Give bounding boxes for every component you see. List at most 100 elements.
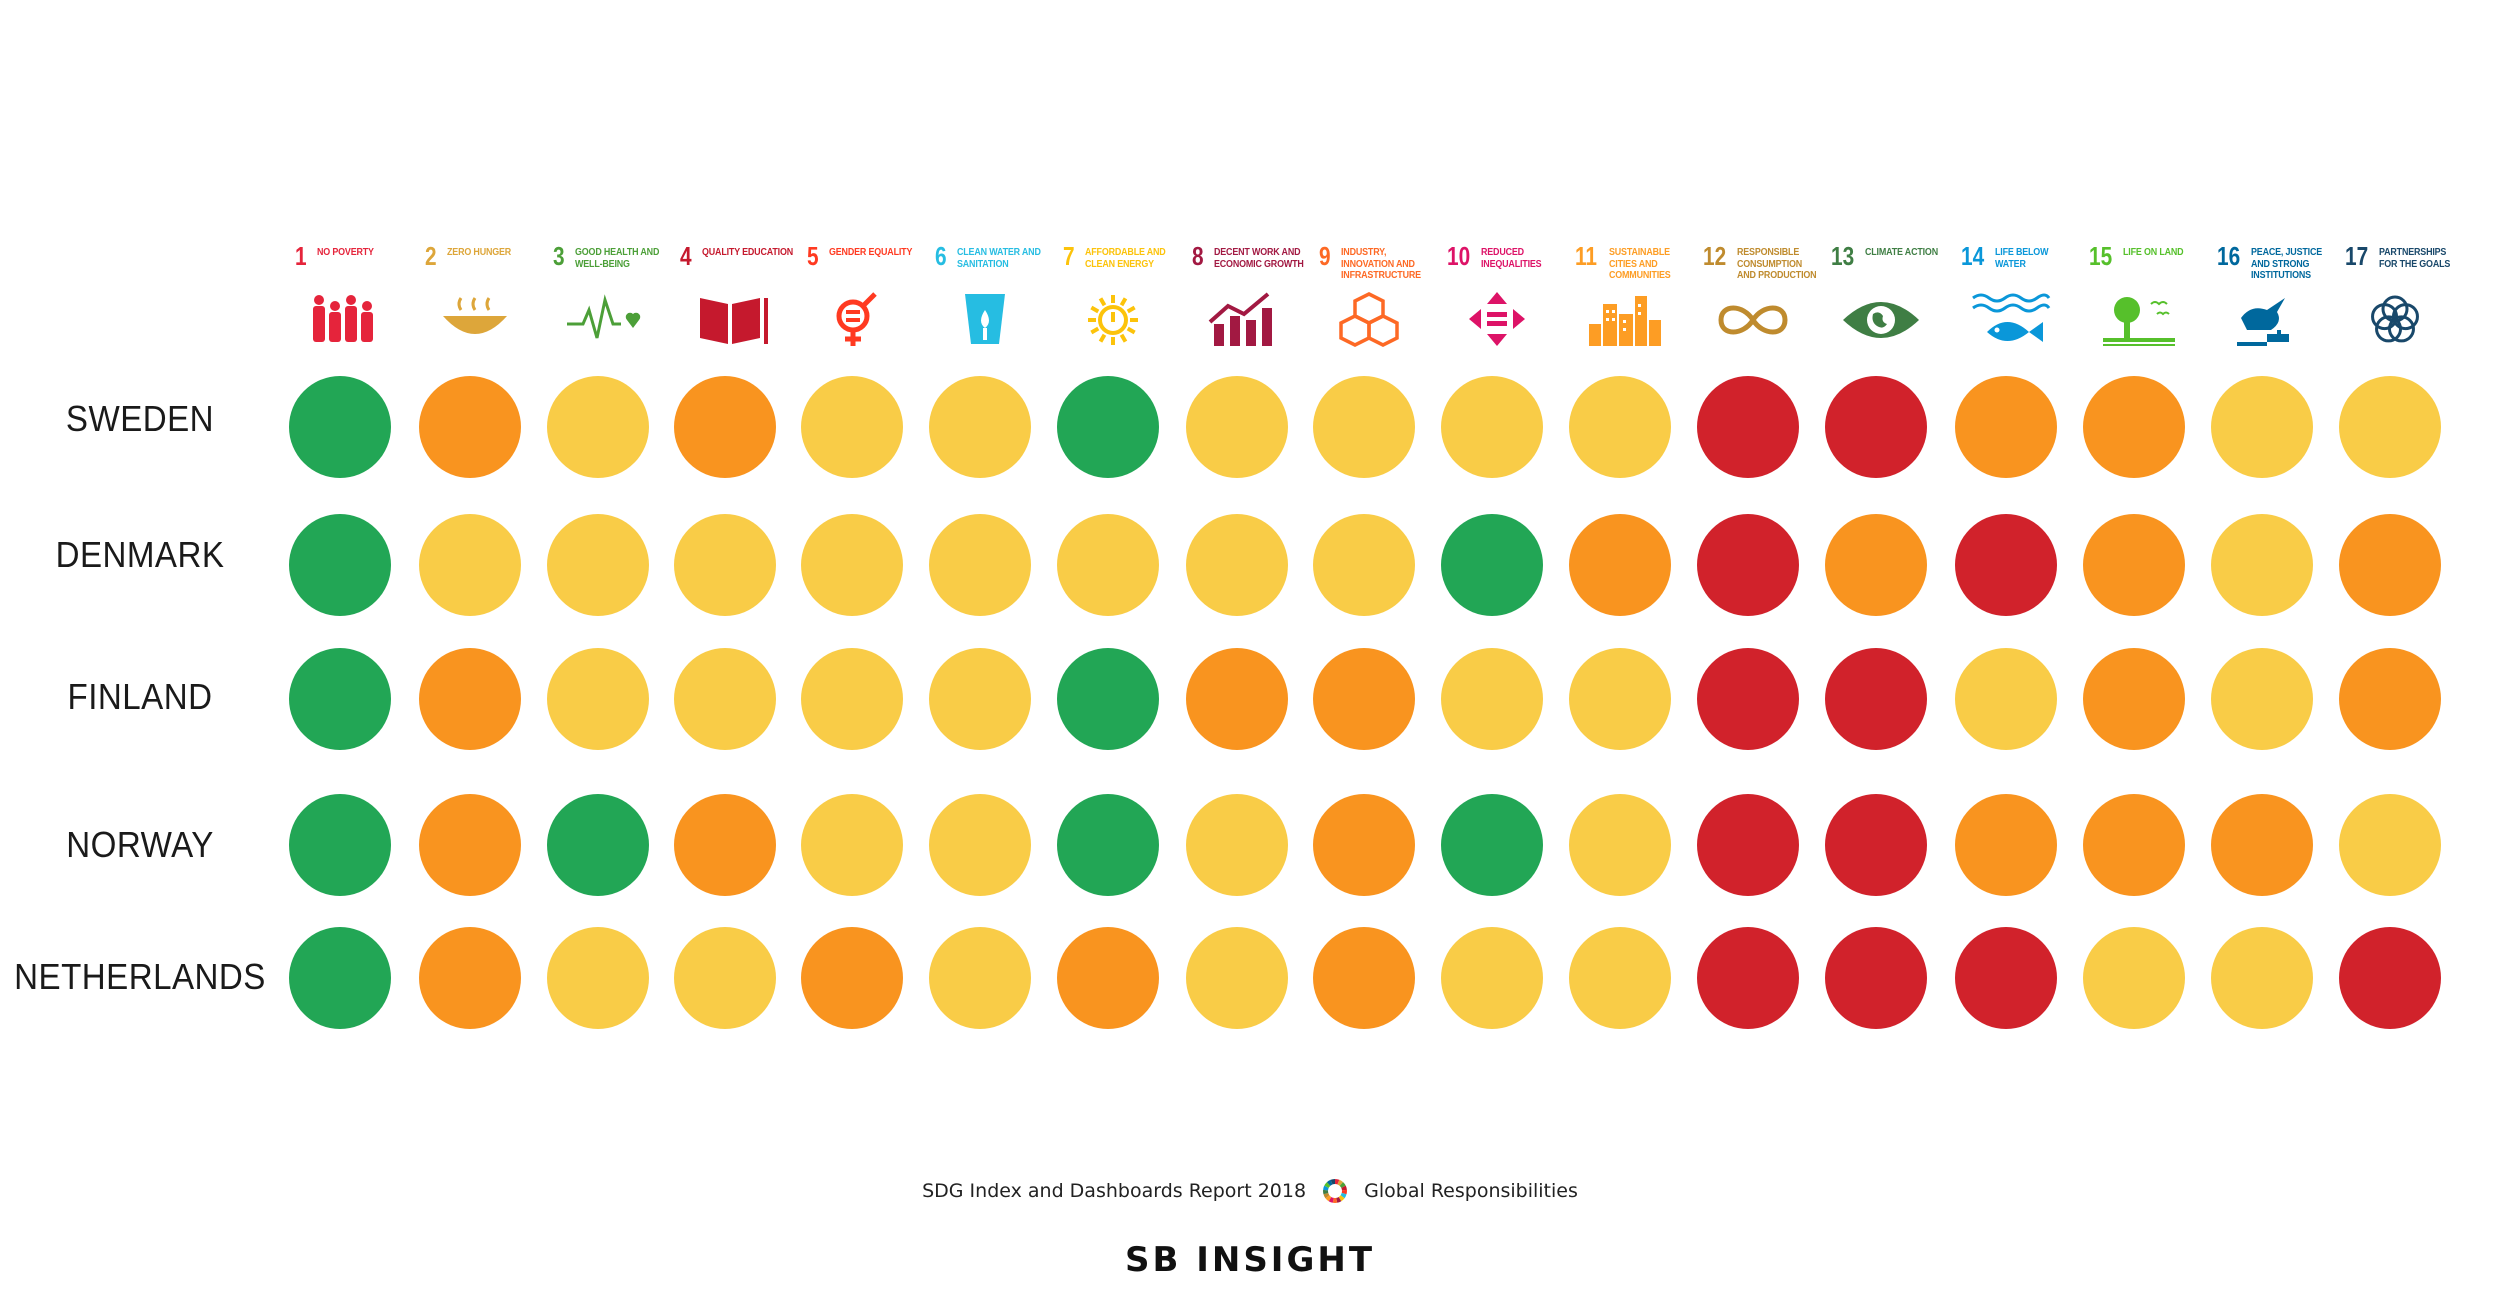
status-dot-norway-goal-16 — [2211, 794, 2313, 896]
status-dot-sweden-goal-12 — [1697, 376, 1799, 478]
wheel-segment — [1340, 1192, 1347, 1199]
status-dot-finland-goal-8 — [1186, 648, 1288, 750]
wheel-segment — [1338, 1195, 1345, 1202]
status-dot-netherlands-goal-16 — [2211, 927, 2313, 1029]
goal-number: 10 — [1447, 241, 1471, 271]
wheel-segment — [1324, 1182, 1331, 1188]
country-label-finland: FINLAND — [67, 676, 213, 717]
status-dot-denmark-goal-16 — [2211, 514, 2313, 616]
status-dot-denmark-goal-7 — [1057, 514, 1159, 616]
status-dot-sweden-goal-10 — [1441, 376, 1543, 478]
cubes-icon — [1329, 290, 1409, 348]
goal-9-header: 9 Industry, innovation and infrastructure — [1319, 242, 1445, 360]
dove-gavel-icon — [2227, 290, 2307, 348]
country-label-denmark: DENMARK — [55, 534, 225, 575]
goal-name: Good health and well-being — [575, 246, 660, 270]
status-dot-finland-goal-5 — [801, 648, 903, 750]
status-dot-netherlands-goal-12 — [1697, 927, 1799, 1029]
gender-icon — [817, 290, 897, 348]
wheel-segment — [1327, 1179, 1333, 1186]
goal-2-header: 2 Zero hunger — [425, 242, 551, 360]
status-dot-denmark-goal-14 — [1955, 514, 2057, 616]
status-dot-denmark-goal-10 — [1441, 514, 1543, 616]
status-dot-netherlands-goal-15 — [2083, 927, 2185, 1029]
status-dot-norway-goal-14 — [1955, 794, 2057, 896]
goal-14-header: 14 Life below water — [1961, 242, 2087, 360]
status-dot-denmark-goal-5 — [801, 514, 903, 616]
goal-number: 14 — [1961, 241, 1985, 271]
goal-11-header: 11 Sustainable cities and communities — [1575, 242, 1701, 360]
goal-name: Clean water and sanitation — [957, 246, 1041, 270]
country-label-sweden: SWEDEN — [65, 398, 215, 439]
status-dot-netherlands-goal-7 — [1057, 927, 1159, 1029]
goal-number: 1 — [295, 241, 307, 271]
status-dot-finland-goal-16 — [2211, 648, 2313, 750]
status-dot-norway-goal-10 — [1441, 794, 1543, 896]
status-dot-netherlands-goal-9 — [1313, 927, 1415, 1029]
country-label-netherlands: NETHERLANDS — [14, 956, 266, 997]
goal-name: Life below water — [1995, 246, 2049, 270]
status-dot-norway-goal-15 — [2083, 794, 2185, 896]
status-dot-norway-goal-12 — [1697, 794, 1799, 896]
wheel-segment — [1336, 1196, 1342, 1203]
status-dot-finland-goal-10 — [1441, 648, 1543, 750]
status-dot-finland-goal-4 — [674, 648, 776, 750]
status-dot-netherlands-goal-4 — [674, 927, 776, 1029]
partner-name: Global Responsibilities — [1364, 1180, 1578, 1202]
goal-6-header: 6 Clean water and sanitation — [935, 242, 1061, 360]
heartbeat-icon — [563, 290, 643, 348]
wheel-segment — [1341, 1185, 1348, 1191]
goal-15-header: 15 Life on land — [2089, 242, 2215, 360]
status-dot-norway-goal-2 — [419, 794, 521, 896]
goal-10-header: 10 Reduced inequalities — [1447, 242, 1573, 360]
status-dot-netherlands-goal-13 — [1825, 927, 1927, 1029]
status-dot-sweden-goal-9 — [1313, 376, 1415, 478]
status-dot-denmark-goal-9 — [1313, 514, 1415, 616]
brand-logo: SB INSIGHT — [1124, 1240, 1376, 1280]
status-dot-sweden-goal-16 — [2211, 376, 2313, 478]
status-dot-denmark-goal-4 — [674, 514, 776, 616]
status-dot-denmark-goal-13 — [1825, 514, 1927, 616]
goal-number: 9 — [1319, 241, 1331, 271]
status-dot-netherlands-goal-1 — [289, 927, 391, 1029]
status-dot-sweden-goal-17 — [2339, 376, 2441, 478]
infinity-icon — [1713, 290, 1793, 348]
status-dot-norway-goal-13 — [1825, 794, 1927, 896]
goal-12-header: 12 Responsible consumption and production — [1703, 242, 1829, 360]
goal-number: 5 — [807, 241, 819, 271]
status-dot-netherlands-goal-11 — [1569, 927, 1671, 1029]
status-dot-denmark-goal-15 — [2083, 514, 2185, 616]
goal-name: Climate action — [1865, 246, 1938, 258]
status-dot-finland-goal-12 — [1697, 648, 1799, 750]
status-dot-finland-goal-9 — [1313, 648, 1415, 750]
status-dot-sweden-goal-7 — [1057, 376, 1159, 478]
status-dot-netherlands-goal-10 — [1441, 927, 1543, 1029]
goal-name: Industry, innovation and infrastructure — [1341, 246, 1421, 281]
tree-icon — [2099, 290, 2179, 348]
goal-name: Partnerships for the goals — [2379, 246, 2451, 270]
wheel-segment — [1341, 1189, 1348, 1195]
water-glass-icon — [945, 290, 1025, 348]
status-dot-sweden-goal-14 — [1955, 376, 2057, 478]
status-dot-norway-goal-6 — [929, 794, 1031, 896]
goal-name: Sustainable cities and communities — [1609, 246, 1671, 281]
goal-16-header: 16 Peace, justice and strong institutions — [2217, 242, 2343, 360]
status-dot-finland-goal-3 — [547, 648, 649, 750]
goal-17-header: 17 Partnerships for the goals — [2345, 242, 2471, 360]
bowl-icon — [435, 290, 515, 348]
goal-number: 3 — [553, 241, 565, 271]
rings-icon — [2355, 290, 2435, 348]
goal-name: Reduced inequalities — [1481, 246, 1542, 270]
status-dot-sweden-goal-1 — [289, 376, 391, 478]
goal-7-header: 7 Affordable and clean energy — [1063, 242, 1189, 360]
status-dot-denmark-goal-11 — [1569, 514, 1671, 616]
status-dot-sweden-goal-5 — [801, 376, 903, 478]
status-dot-finland-goal-11 — [1569, 648, 1671, 750]
status-dot-sweden-goal-6 — [929, 376, 1031, 478]
status-dot-netherlands-goal-6 — [929, 927, 1031, 1029]
status-dot-norway-goal-8 — [1186, 794, 1288, 896]
family-icon — [305, 290, 385, 348]
status-dot-norway-goal-4 — [674, 794, 776, 896]
status-dot-norway-goal-1 — [289, 794, 391, 896]
goal-name: Peace, justice and strong institutions — [2251, 246, 2323, 281]
